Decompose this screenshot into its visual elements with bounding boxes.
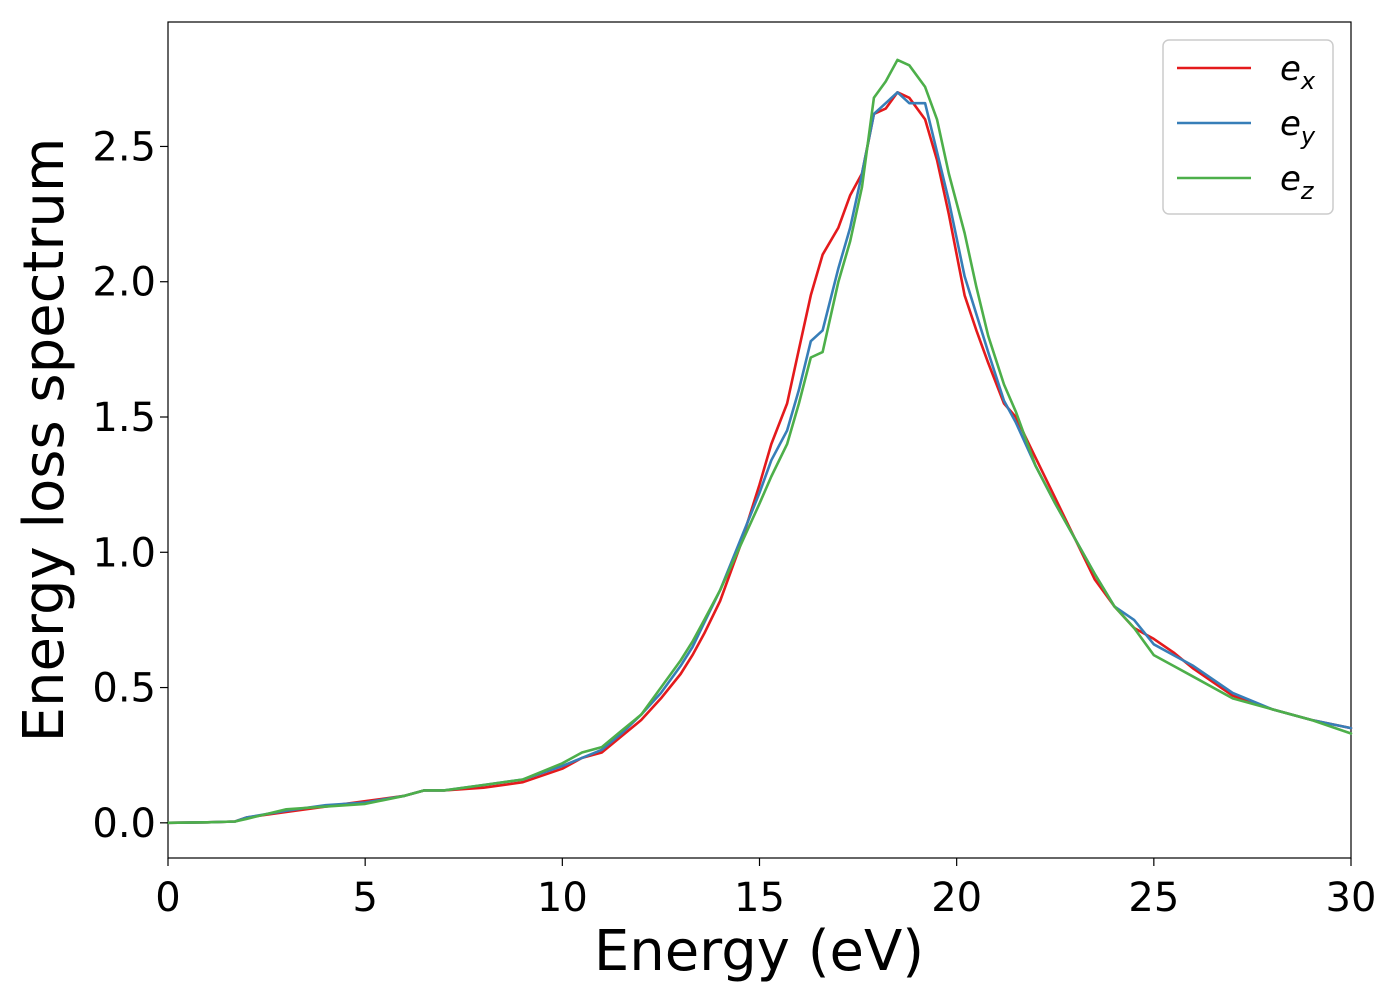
series-line-z bbox=[166, 58, 1353, 825]
x-tick-label: 30 bbox=[1326, 875, 1377, 921]
plot-area bbox=[166, 21, 1353, 859]
y-tick-label: 2.5 bbox=[92, 124, 156, 170]
x-tick-label: 25 bbox=[1128, 875, 1179, 921]
x-tick-label: 15 bbox=[734, 875, 785, 921]
y-tick-label: 0.0 bbox=[92, 801, 156, 847]
y-axis: 0.0 0.5 1.0 1.5 2.0 2.5 bbox=[92, 124, 168, 847]
y-axis-title: Energy loss spectrum bbox=[12, 138, 77, 743]
y-tick-label: 1.0 bbox=[92, 530, 156, 576]
x-tick-label: 10 bbox=[537, 875, 588, 921]
x-tick-label: 20 bbox=[931, 875, 982, 921]
x-tick-label: 5 bbox=[352, 875, 377, 921]
y-tick-label: 2.0 bbox=[92, 260, 156, 306]
plot-frame bbox=[167, 21, 1352, 859]
x-axis-title: Energy (eV) bbox=[594, 919, 924, 984]
series-layer bbox=[166, 58, 1353, 825]
y-tick-label: 0.5 bbox=[92, 666, 156, 712]
legend: ex ey ez bbox=[1162, 39, 1334, 215]
legend-label-y: ey bbox=[1280, 104, 1316, 150]
x-axis: 0 5 10 15 20 25 30 bbox=[155, 858, 1376, 921]
x-tick-label: 0 bbox=[155, 875, 180, 921]
y-tick-label: 1.5 bbox=[92, 395, 156, 441]
legend-label-x: ex bbox=[1280, 49, 1316, 95]
legend-box bbox=[1162, 39, 1334, 215]
legend-label-z: ez bbox=[1280, 159, 1315, 205]
